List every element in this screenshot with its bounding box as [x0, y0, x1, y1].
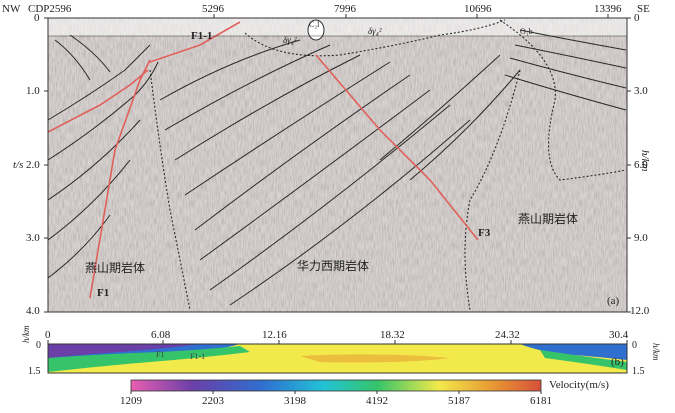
h-tick-0: 0 [634, 12, 640, 24]
intrusion-boundaries [149, 19, 627, 311]
b-x-tick-4: 24.32 [495, 329, 520, 341]
h-tick-1: 3.0 [634, 85, 648, 97]
unit-yanshan-right: 燕山期岩体 [518, 212, 579, 226]
colorbar-label: Velocity(m/s) [549, 379, 609, 391]
cdp-tick-3: 10696 [464, 3, 492, 15]
cbar-tick-5: 6181 [530, 395, 552, 407]
b-h-tick-1-left: 1.5 [28, 366, 41, 377]
b-x-tick-3: 18.32 [380, 329, 405, 341]
panel-a-tag: (a) [607, 295, 620, 307]
fault-label-f1: F1 [97, 287, 110, 299]
t-tick-4: 4.0 [26, 305, 40, 317]
cdp-tick-2: 7996 [334, 3, 356, 15]
unit-gamma-right: δγ₄² [368, 26, 382, 36]
fault-lines [47, 21, 479, 299]
unit-hualixi: 华力西期岩体 [297, 259, 370, 273]
b-x-tick-1: 6.08 [151, 329, 171, 341]
t-tick-0: 0 [34, 12, 40, 24]
b-x-tick-5: 30.4 [609, 329, 629, 341]
h-tick-2: 6.0 [634, 159, 648, 171]
t-tick-3: 3.0 [26, 232, 40, 244]
cbar-tick-2: 3198 [284, 395, 306, 407]
cdp-tick-4: 13396 [594, 3, 622, 15]
b-fault-label-f1: F1 [156, 350, 165, 359]
colorbar-ticks [130, 391, 542, 394]
cbar-tick-3: 4192 [366, 395, 388, 407]
b-h-tick-0-left: 0 [36, 340, 41, 351]
t-tick-2: 2.0 [26, 159, 40, 171]
cdp-tick-1: 5296 [202, 3, 224, 15]
colorbar-ramp [130, 379, 542, 392]
horizon-lines [47, 29, 627, 306]
unit-yanshan-left: 燕山期岩体 [85, 261, 146, 275]
time-axis-label: t/s [13, 159, 24, 171]
b-fault-label-f1-1: F1-1 [190, 352, 206, 361]
panel-b-tag: (b) [611, 356, 624, 368]
panel-b-ticks [47, 340, 628, 344]
b-x-tick-0: 0 [45, 329, 51, 341]
unit-gamma-left: δγ₄² [283, 35, 297, 45]
depth-axis-label-b-left: h/km [21, 325, 31, 344]
direction-se: SE [637, 3, 650, 15]
b-x-tick-2: 12.16 [262, 329, 287, 341]
h-tick-4: 12.0 [630, 305, 650, 317]
t-tick-1: 1.0 [26, 85, 40, 97]
velocity-model [48, 344, 627, 373]
panel-a-ticks [44, 14, 631, 313]
b-h-tick-1-right: 1.5 [632, 366, 645, 377]
unit-c2: C₂l [309, 20, 320, 29]
cbar-tick-0: 1209 [120, 395, 142, 407]
fault-label-f1-1: F1-1 [191, 30, 213, 42]
cdp-start-label: CDP2596 [28, 3, 72, 15]
depth-axis-label-b-right: h/km [651, 343, 661, 361]
c2-body [307, 19, 325, 41]
panel-b-frame [47, 343, 628, 374]
cbar-tick-1: 2203 [202, 395, 224, 407]
fault-label-f3: F3 [478, 227, 491, 239]
cbar-tick-4: 5187 [448, 395, 470, 407]
b-h-tick-0-right: 0 [632, 340, 637, 351]
h-tick-3: 9.0 [634, 232, 648, 244]
direction-nw: NW [2, 3, 21, 15]
unit-ob: O₁b [520, 27, 533, 36]
